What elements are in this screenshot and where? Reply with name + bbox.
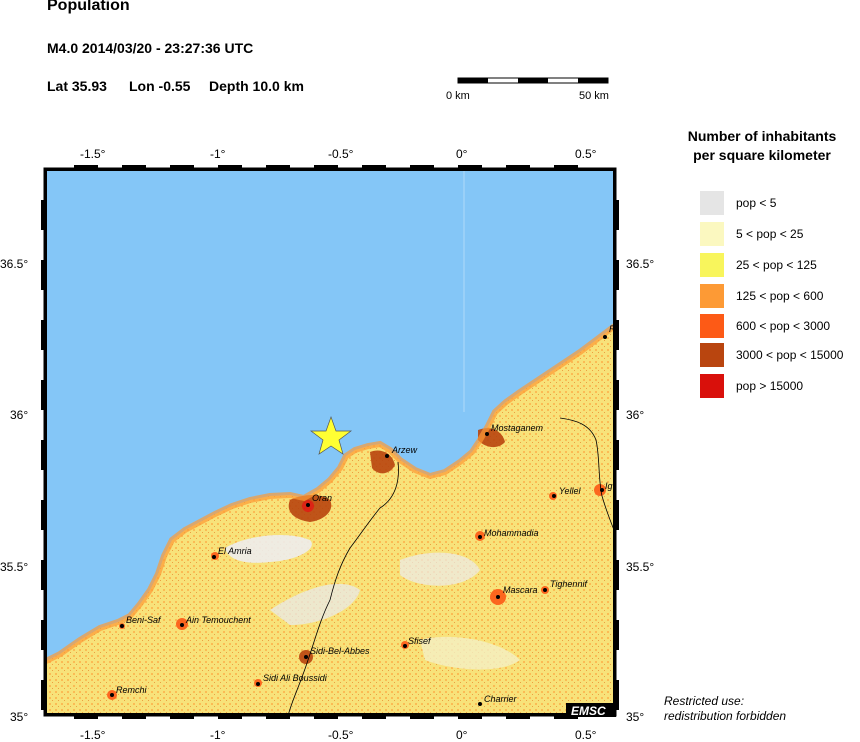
depth-label: Depth 10.0 km xyxy=(209,78,304,94)
lon-tick-label: -1.5° xyxy=(80,147,106,161)
city-dot xyxy=(110,693,114,697)
city-label: Sidi-Bel-Abbes xyxy=(310,646,370,656)
legend-label: 5 < pop < 25 xyxy=(736,227,804,241)
city-label: Ain Temouchent xyxy=(185,615,251,625)
restricted-notice: Restricted use: redistribution forbidden xyxy=(664,694,786,724)
city-dot xyxy=(256,682,260,686)
legend-label: 25 < pop < 125 xyxy=(736,258,817,272)
legend-item: pop < 5 xyxy=(700,191,776,215)
lon-tick-label: 0.5° xyxy=(575,728,597,742)
legend-label: 3000 < pop < 15000 xyxy=(736,348,844,362)
legend-swatch xyxy=(700,314,724,338)
low-density-area xyxy=(225,534,312,563)
city-dot xyxy=(478,535,482,539)
lon-tick-label: -1° xyxy=(210,728,226,742)
city-dot xyxy=(212,555,216,559)
city-label: Ig xyxy=(605,481,613,491)
emsc-logo xyxy=(566,703,616,717)
city-label: Tighennif xyxy=(550,579,588,589)
event-line: M4.0 2014/03/20 - 23:27:36 UTC xyxy=(47,40,254,56)
longitude-label: Lon -0.55 xyxy=(129,78,191,94)
low-density-area xyxy=(400,552,480,586)
city-dot xyxy=(552,494,556,498)
lat-tick-label: 35.5° xyxy=(626,560,655,574)
city-dot xyxy=(600,488,604,492)
city-label: Mohammadia xyxy=(484,528,539,538)
lat-tick-label: 35.5° xyxy=(0,560,29,574)
restricted-line: Restricted use: xyxy=(664,694,745,708)
lon-tick-label: -0.5° xyxy=(328,728,354,742)
lat-tick-label: 36.5° xyxy=(626,257,655,271)
legend-title-line: per square kilometer xyxy=(693,147,831,163)
lat-tick-label: 35° xyxy=(626,710,645,724)
legend-label: 600 < pop < 3000 xyxy=(736,319,831,333)
city-dot xyxy=(485,432,489,436)
legend-title-line: Number of inhabitants xyxy=(687,128,837,144)
city-label: Mascara xyxy=(503,585,538,595)
lon-tick-label: -0.5° xyxy=(328,147,354,161)
legend-swatch xyxy=(700,191,724,215)
legend-swatch xyxy=(700,253,724,277)
city-dot xyxy=(180,623,184,627)
lon-tick-label: 0° xyxy=(456,728,468,742)
city-dot xyxy=(403,644,407,648)
city-label: El Amria xyxy=(218,546,252,556)
boundary-line xyxy=(559,417,615,531)
city-dot xyxy=(385,454,389,458)
legend-swatch xyxy=(700,284,724,308)
legend-label: pop > 15000 xyxy=(736,379,804,393)
star-icon[interactable] xyxy=(309,415,353,455)
city-label: Remchi xyxy=(116,685,148,695)
lon-tick-label: 0.5° xyxy=(575,147,597,161)
city-dot xyxy=(478,702,482,706)
lon-tick-label: -1° xyxy=(210,147,226,161)
city-dot xyxy=(496,595,500,599)
scale-left-label: 0 km xyxy=(446,90,470,102)
city-label: Mostaganem xyxy=(491,423,544,433)
city-label: R xyxy=(609,324,616,334)
legend-swatch xyxy=(700,374,724,398)
city-label: Yellel xyxy=(559,486,582,496)
scale-right-label: 50 km xyxy=(579,90,609,102)
low-density-area xyxy=(270,583,360,625)
lat-tick-label: 36.5° xyxy=(0,257,29,271)
city-label: Sfisef xyxy=(408,636,432,646)
lon-tick-label: -1.5° xyxy=(80,728,106,742)
page-title: Population xyxy=(47,0,130,14)
city-dot xyxy=(120,624,124,628)
legend-item: 600 < pop < 3000 xyxy=(700,314,830,338)
lat-tick-label: 35° xyxy=(10,710,29,724)
lat-tick-label: 36° xyxy=(10,408,29,422)
city-dot xyxy=(543,588,547,592)
latitude-label: Lat 35.93 xyxy=(47,78,107,94)
restricted-line: redistribution forbidden xyxy=(664,709,787,723)
scale-bar xyxy=(457,77,609,84)
legend-swatch xyxy=(700,222,724,246)
city-label: Charrier xyxy=(484,694,518,704)
lat-tick-label: 36° xyxy=(626,408,645,422)
map-frame-ticks xyxy=(41,165,619,719)
legend-item: 25 < pop < 125 xyxy=(700,253,817,277)
emsc-logo-text: EMSC xyxy=(571,704,606,718)
legend-item: 5 < pop < 25 xyxy=(700,222,803,246)
city-label: Arzew xyxy=(391,445,418,455)
legend-item: 3000 < pop < 15000 xyxy=(700,343,843,367)
low-density-area xyxy=(420,636,520,670)
legend-label: pop < 5 xyxy=(736,196,777,210)
legend-label: 125 < pop < 600 xyxy=(736,289,824,303)
city-label: Sidi Ali Boussidi xyxy=(263,673,328,683)
city-label: Beni-Saf xyxy=(126,615,162,625)
legend-item: 125 < pop < 600 xyxy=(700,284,823,308)
lon-tick-label: 0° xyxy=(456,147,468,161)
city-dot xyxy=(304,655,308,659)
city-dot xyxy=(603,335,607,339)
legend-title: Number of inhabitants per square kilomet… xyxy=(672,127,852,165)
legend-item: pop > 15000 xyxy=(700,374,803,398)
legend-swatch xyxy=(700,343,724,367)
city-dot xyxy=(306,503,310,507)
city-markers: Arzew Mostaganem Oran Yellel Ig El Amria… xyxy=(110,324,616,706)
boundary-line xyxy=(287,461,399,716)
city-label: Oran xyxy=(312,493,332,503)
